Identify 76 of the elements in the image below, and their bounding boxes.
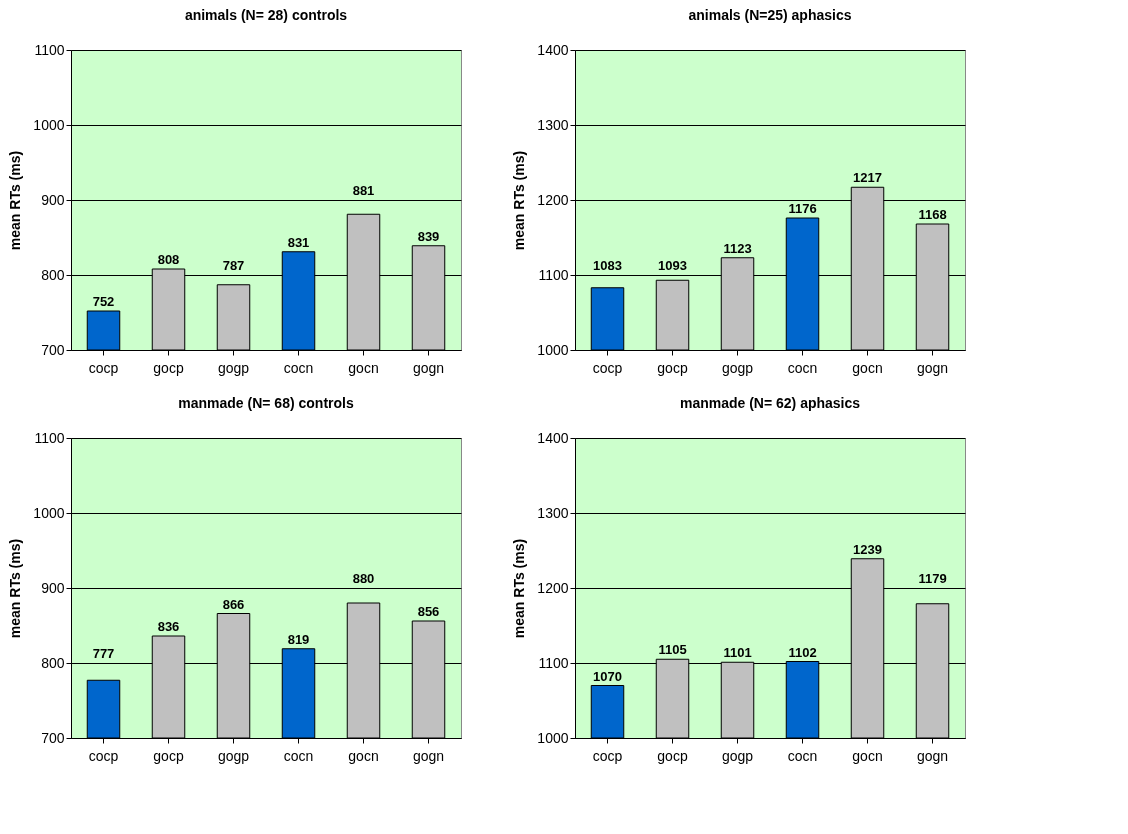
x-tick-label: gocn [348, 747, 379, 764]
data-label: 1093 [658, 258, 687, 273]
x-tick-label: cocn [283, 359, 314, 376]
chart-title: manmade (N= 68) controls [178, 395, 354, 411]
y-tick-label: 1000 [537, 341, 569, 358]
data-label: 1083 [593, 258, 622, 273]
x-tick-label: gogn [412, 747, 445, 764]
x-tick-label: gocn [348, 359, 379, 376]
x-tick-label: gogn [916, 359, 949, 376]
data-label: 1070 [593, 668, 622, 684]
data-label: 1176 [788, 201, 817, 216]
y-tick-label: 1000 [33, 504, 65, 521]
x-tick-label: cocp [88, 747, 119, 764]
y-tick-label: 1100 [34, 41, 65, 58]
y-tick-label: 1000 [537, 729, 569, 746]
y-axis-title: mean RTs (ms) [7, 150, 24, 251]
y-tick-label: 700 [41, 729, 65, 746]
data-label: 1239 [853, 541, 882, 557]
data-label: 856 [417, 604, 440, 619]
x-tick-label: gocn [852, 359, 883, 376]
data-label: 881 [352, 183, 375, 198]
x-tick-label: gocp [657, 747, 688, 764]
y-tick-label: 1200 [537, 579, 569, 596]
x-tick-label: cocn [787, 359, 818, 376]
y-tick-label: 1000 [33, 116, 65, 133]
x-tick-label: gocn [852, 747, 883, 764]
x-tick-label: gogp [721, 359, 754, 376]
x-tick-label: gocp [657, 359, 688, 376]
data-label: 777 [92, 646, 115, 661]
y-tick-label: 1200 [537, 191, 569, 208]
data-label: 880 [352, 571, 375, 586]
y-tick-label: 900 [41, 579, 65, 596]
data-label: 1217 [853, 170, 882, 186]
x-tick-label: gogp [217, 359, 250, 376]
data-label: 836 [157, 619, 180, 634]
data-label: 866 [222, 596, 245, 612]
x-tick-label: gogp [217, 747, 250, 764]
y-axis-title: mean RTs (ms) [7, 538, 24, 639]
x-tick-label: cocp [592, 359, 623, 376]
y-tick-label: 1100 [538, 654, 569, 671]
data-label: 752 [92, 294, 115, 309]
y-axis-title: mean RTs (ms) [511, 150, 528, 251]
data-label: 1168 [918, 207, 947, 222]
data-label: 1123 [723, 240, 752, 256]
chart-title: animals (N=25) aphasics [688, 7, 852, 23]
x-tick-label: cocp [592, 747, 623, 764]
data-label: 1105 [658, 642, 687, 658]
x-tick-label: gogn [916, 747, 949, 764]
x-tick-label: gocp [153, 747, 184, 764]
data-label: 831 [287, 234, 310, 250]
y-tick-label: 1300 [537, 116, 569, 133]
y-axis-title: mean RTs (ms) [511, 538, 528, 639]
y-tick-label: 1300 [537, 504, 569, 521]
x-tick-label: gogn [412, 359, 445, 376]
data-label: 839 [417, 228, 440, 244]
x-tick-label: cocn [787, 747, 818, 764]
y-tick-label: 1100 [538, 266, 569, 283]
data-label: 1102 [788, 644, 817, 660]
data-label: 819 [287, 631, 310, 647]
x-tick-label: gocp [153, 359, 184, 376]
data-label: 1101 [723, 645, 752, 661]
y-tick-label: 900 [41, 191, 65, 208]
chart-title: manmade (N= 62) aphasics [679, 395, 861, 411]
x-tick-label: cocp [88, 359, 119, 376]
y-tick-label: 800 [41, 654, 65, 671]
y-tick-label: 800 [41, 266, 65, 283]
y-tick-label: 1400 [537, 41, 569, 58]
y-tick-label: 1100 [34, 429, 65, 446]
y-tick-label: 1400 [537, 429, 569, 446]
data-label: 787 [222, 258, 245, 273]
x-tick-label: cocn [283, 747, 314, 764]
data-label: 1179 [918, 571, 947, 586]
y-tick-label: 700 [41, 341, 65, 358]
x-tick-label: gogp [721, 747, 754, 764]
chart-title: animals (N= 28) controls [184, 7, 348, 23]
data-label: 808 [157, 252, 180, 267]
